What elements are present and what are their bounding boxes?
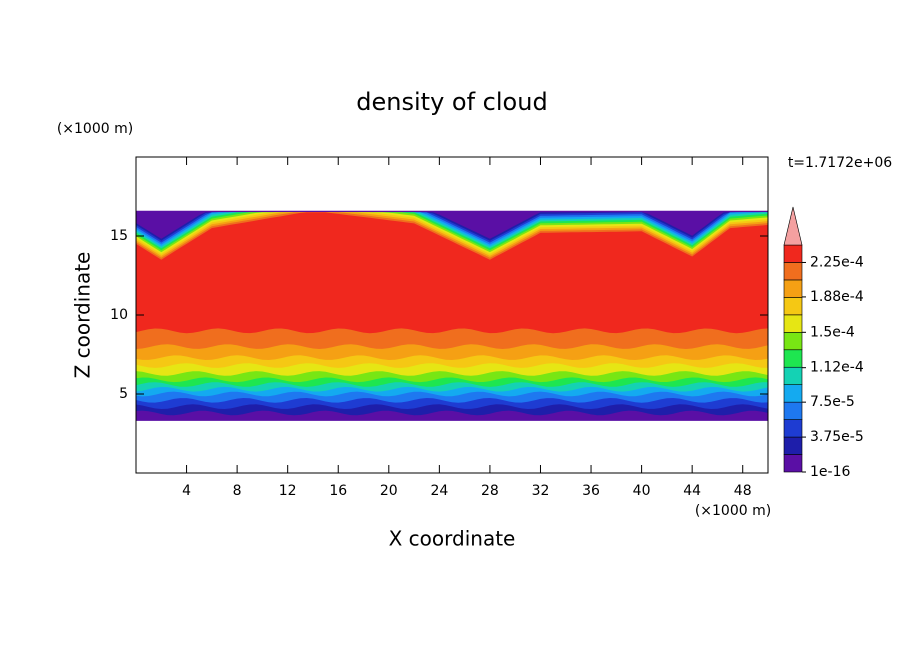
colorbar-label: 1e-16 [810,464,850,480]
colorbar-extend [783,206,803,246]
time-annotation: t=1.7172e+06 [788,155,892,171]
x-unit: (×1000 m) [695,503,771,519]
y-tick-label: 15 [110,228,128,244]
x-axis-label: X coordinate [389,527,516,551]
y-unit: (×1000 m) [57,121,133,137]
colorbar-label: 1.5e-4 [810,324,855,340]
y-tick-label: 10 [110,307,128,323]
contour-band [136,212,768,334]
x-tick-label: 24 [430,483,448,499]
colorbar-label: 2.25e-4 [810,254,864,270]
colorbar-box [783,419,803,438]
x-tick-label: 8 [233,483,242,499]
x-tick-label: 28 [481,483,499,499]
x-tick-label: 44 [683,483,701,499]
x-tick-label: 48 [734,483,752,499]
colorbar-label: 7.5e-5 [810,394,855,410]
colorbar-box [783,314,803,333]
colorbar-label: 1.88e-4 [810,289,864,305]
colorbar-box [783,244,803,263]
colorbar-box [783,297,803,316]
colorbar-box [783,401,803,420]
x-tick-label: 32 [532,483,550,499]
chart-title: density of cloud [356,88,547,116]
colorbar-box [783,349,803,368]
colorbar-box [783,332,803,351]
colorbar-box [783,436,803,455]
colorbar-label: 1.12e-4 [810,360,864,376]
x-tick-label: 36 [582,483,600,499]
colorbar-box [783,384,803,403]
colorbar-box [783,454,803,473]
colorbar-box [783,366,803,385]
y-tick-label: 5 [119,386,128,402]
colorbar-box [783,279,803,298]
x-tick-label: 4 [182,483,191,499]
x-tick-label: 20 [380,483,398,499]
x-tick-label: 16 [329,483,347,499]
colorbar-box [783,262,803,281]
x-tick-label: 40 [633,483,651,499]
colorbar-label: 3.75e-5 [810,429,864,445]
x-tick-label: 12 [279,483,297,499]
y-axis-label: Z coordinate [71,252,95,379]
